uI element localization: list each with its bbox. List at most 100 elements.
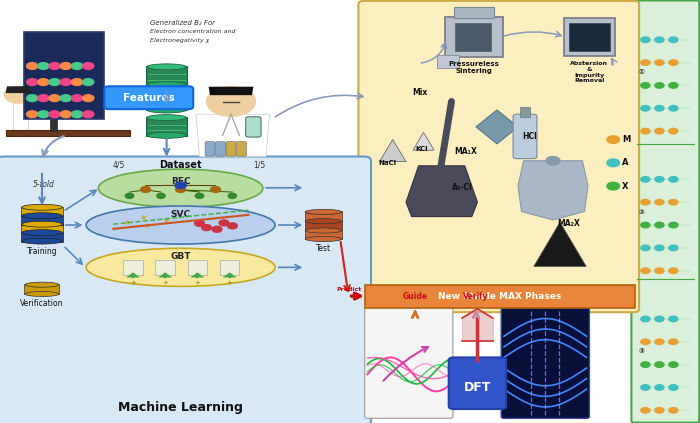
- Circle shape: [195, 220, 204, 226]
- Circle shape: [655, 362, 664, 367]
- FancyBboxPatch shape: [304, 221, 342, 230]
- FancyBboxPatch shape: [237, 142, 246, 156]
- Circle shape: [228, 193, 237, 198]
- Ellipse shape: [86, 248, 275, 286]
- Text: Test: Test: [316, 244, 331, 253]
- Text: Machine Learning: Machine Learning: [118, 401, 243, 414]
- Circle shape: [212, 226, 222, 232]
- Circle shape: [607, 136, 620, 143]
- Circle shape: [38, 95, 49, 102]
- Ellipse shape: [25, 291, 59, 297]
- FancyBboxPatch shape: [220, 260, 239, 275]
- Text: Abstersion
&
Impurity
Removal: Abstersion & Impurity Removal: [570, 61, 608, 83]
- Circle shape: [60, 63, 71, 69]
- Circle shape: [546, 157, 560, 165]
- Ellipse shape: [147, 82, 186, 88]
- Text: ★: ★: [124, 218, 131, 228]
- Ellipse shape: [147, 115, 186, 121]
- FancyBboxPatch shape: [25, 32, 104, 119]
- Text: HCl: HCl: [522, 132, 537, 141]
- Circle shape: [38, 79, 49, 85]
- FancyBboxPatch shape: [449, 357, 506, 409]
- FancyBboxPatch shape: [631, 0, 699, 423]
- Circle shape: [655, 268, 664, 274]
- FancyBboxPatch shape: [365, 307, 453, 418]
- Circle shape: [669, 316, 678, 322]
- Text: 1/5: 1/5: [253, 160, 265, 170]
- Circle shape: [607, 159, 620, 167]
- Text: Predict: Predict: [336, 287, 361, 292]
- Circle shape: [27, 63, 38, 69]
- Text: RFC: RFC: [171, 177, 190, 187]
- Circle shape: [60, 79, 71, 85]
- FancyBboxPatch shape: [146, 92, 187, 110]
- Circle shape: [655, 83, 664, 88]
- Ellipse shape: [22, 221, 62, 227]
- FancyBboxPatch shape: [226, 142, 236, 156]
- Circle shape: [49, 111, 60, 118]
- FancyBboxPatch shape: [205, 142, 215, 156]
- Text: A: A: [622, 158, 629, 168]
- Circle shape: [669, 83, 678, 88]
- Polygon shape: [518, 161, 588, 220]
- Text: ★: ★: [144, 221, 150, 230]
- FancyBboxPatch shape: [455, 23, 491, 51]
- Circle shape: [669, 222, 678, 228]
- Text: Generalized B₂ For: Generalized B₂ For: [150, 20, 216, 26]
- Circle shape: [83, 111, 94, 118]
- Circle shape: [641, 385, 650, 390]
- FancyBboxPatch shape: [358, 1, 639, 312]
- FancyBboxPatch shape: [246, 117, 261, 137]
- Ellipse shape: [305, 236, 342, 242]
- Text: Verify: Verify: [463, 292, 489, 302]
- Circle shape: [27, 111, 38, 118]
- Text: NaCl: NaCl: [379, 159, 397, 165]
- Text: ②: ②: [638, 209, 644, 214]
- Circle shape: [669, 177, 678, 182]
- Circle shape: [641, 106, 650, 111]
- FancyBboxPatch shape: [501, 307, 589, 418]
- Polygon shape: [223, 272, 237, 277]
- Polygon shape: [444, 182, 474, 207]
- Circle shape: [669, 245, 678, 251]
- Polygon shape: [406, 166, 477, 217]
- FancyBboxPatch shape: [569, 23, 610, 51]
- Circle shape: [655, 316, 664, 322]
- FancyBboxPatch shape: [513, 114, 537, 159]
- FancyBboxPatch shape: [21, 207, 63, 216]
- Circle shape: [157, 193, 165, 198]
- Text: DFT: DFT: [463, 382, 491, 394]
- Circle shape: [83, 95, 94, 102]
- Circle shape: [71, 63, 83, 69]
- FancyBboxPatch shape: [0, 157, 371, 423]
- Circle shape: [27, 79, 38, 85]
- Text: Dataset: Dataset: [160, 160, 202, 170]
- Text: Verification: Verification: [20, 299, 64, 308]
- Polygon shape: [379, 140, 406, 162]
- FancyBboxPatch shape: [564, 18, 615, 56]
- Polygon shape: [190, 272, 204, 277]
- Text: MA₁X: MA₁X: [454, 147, 477, 156]
- FancyBboxPatch shape: [304, 230, 342, 239]
- Circle shape: [211, 187, 220, 192]
- Ellipse shape: [147, 132, 186, 138]
- FancyBboxPatch shape: [104, 86, 193, 109]
- Text: GBT: GBT: [170, 252, 191, 261]
- Text: ①: ①: [638, 69, 644, 75]
- Text: M: M: [622, 135, 631, 144]
- Text: +: +: [195, 280, 200, 286]
- Text: ★: ★: [140, 213, 147, 222]
- Text: Pressureless
Sintering: Pressureless Sintering: [449, 61, 499, 74]
- Text: +: +: [227, 280, 232, 286]
- Ellipse shape: [22, 213, 62, 219]
- Circle shape: [669, 339, 678, 344]
- Circle shape: [641, 222, 650, 228]
- Circle shape: [655, 408, 664, 413]
- FancyBboxPatch shape: [0, 0, 364, 163]
- Circle shape: [641, 316, 650, 322]
- Circle shape: [641, 408, 650, 413]
- Circle shape: [176, 187, 186, 192]
- Circle shape: [655, 106, 664, 111]
- FancyBboxPatch shape: [146, 117, 187, 136]
- Circle shape: [141, 187, 150, 192]
